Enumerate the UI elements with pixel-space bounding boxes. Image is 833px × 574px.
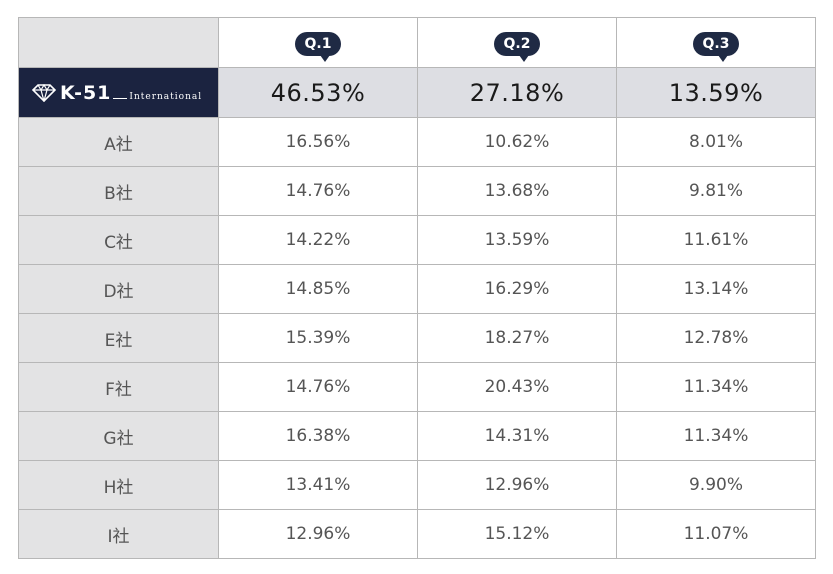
table-row: F社 14.76% 20.43% 11.34% xyxy=(18,362,816,412)
company-name: I社 xyxy=(18,509,219,559)
value-cell: 13.59% xyxy=(417,215,617,265)
value-cell: 16.29% xyxy=(417,264,617,314)
value-cell: 20.43% xyxy=(417,362,617,412)
value-cell: 14.31% xyxy=(417,411,617,461)
brand-name: K-51 xyxy=(60,81,112,104)
table-row: B社 14.76% 13.68% 9.81% xyxy=(18,166,816,216)
question-header-row: Q.1 Q.2 Q.3 xyxy=(18,17,816,68)
company-name: A社 xyxy=(18,117,219,167)
company-name: E社 xyxy=(18,313,219,363)
table-row: E社 15.39% 18.27% 12.78% xyxy=(18,313,816,363)
table-row: A社 16.56% 10.62% 8.01% xyxy=(18,117,816,167)
table-row: H社 13.41% 12.96% 9.90% xyxy=(18,460,816,510)
value-cell: 11.34% xyxy=(616,362,816,412)
value-cell: 14.76% xyxy=(218,362,418,412)
brand-logo-cell: K-51 International xyxy=(18,67,219,118)
value-cell: 15.39% xyxy=(218,313,418,363)
value-cell: 14.22% xyxy=(218,215,418,265)
value-cell: 11.61% xyxy=(616,215,816,265)
table-row: G社 16.38% 14.31% 11.34% xyxy=(18,411,816,461)
brand-divider xyxy=(113,98,128,99)
value-cell: 12.78% xyxy=(616,313,816,363)
brand-logo: K-51 International xyxy=(19,82,218,104)
value-cell: 13.41% xyxy=(218,460,418,510)
question-badge: Q.2 xyxy=(493,31,541,62)
diamond-icon xyxy=(31,83,57,102)
value-cell: 13.68% xyxy=(417,166,617,216)
value-cell: 11.07% xyxy=(616,509,816,559)
company-name: B社 xyxy=(18,166,219,216)
value-cell: 15.12% xyxy=(417,509,617,559)
corner-cell xyxy=(18,17,219,68)
value-cell: 13.14% xyxy=(616,264,816,314)
value-cell: 8.01% xyxy=(616,117,816,167)
value-cell: 16.38% xyxy=(218,411,418,461)
value-cell: 14.85% xyxy=(218,264,418,314)
company-name: D社 xyxy=(18,264,219,314)
question-badge: Q.1 xyxy=(294,31,342,62)
table-row: I社 12.96% 15.12% 11.07% xyxy=(18,509,816,559)
table-row: C社 14.22% 13.59% 11.61% xyxy=(18,215,816,265)
question-header-cell: Q.1 xyxy=(218,17,418,68)
brand-total-row: K-51 International 46.53% 27.18% 13.59% xyxy=(18,67,816,118)
company-name: F社 xyxy=(18,362,219,412)
results-table: Q.1 Q.2 Q.3 K-51 I xyxy=(18,17,816,559)
company-name: C社 xyxy=(18,215,219,265)
value-cell: 11.34% xyxy=(616,411,816,461)
value-cell: 14.76% xyxy=(218,166,418,216)
value-cell: 16.56% xyxy=(218,117,418,167)
question-header-cell: Q.2 xyxy=(417,17,617,68)
value-cell: 12.96% xyxy=(218,509,418,559)
value-cell: 9.90% xyxy=(616,460,816,510)
question-header-cell: Q.3 xyxy=(616,17,816,68)
value-cell: 9.81% xyxy=(616,166,816,216)
value-cell: 18.27% xyxy=(417,313,617,363)
company-name: G社 xyxy=(18,411,219,461)
value-cell: 10.62% xyxy=(417,117,617,167)
brand-subtitle: International xyxy=(129,91,203,102)
total-value: 27.18% xyxy=(417,67,617,118)
total-value: 46.53% xyxy=(218,67,418,118)
question-badge: Q.3 xyxy=(692,31,740,62)
company-name: H社 xyxy=(18,460,219,510)
total-value: 13.59% xyxy=(616,67,816,118)
value-cell: 12.96% xyxy=(417,460,617,510)
table-row: D社 14.85% 16.29% 13.14% xyxy=(18,264,816,314)
